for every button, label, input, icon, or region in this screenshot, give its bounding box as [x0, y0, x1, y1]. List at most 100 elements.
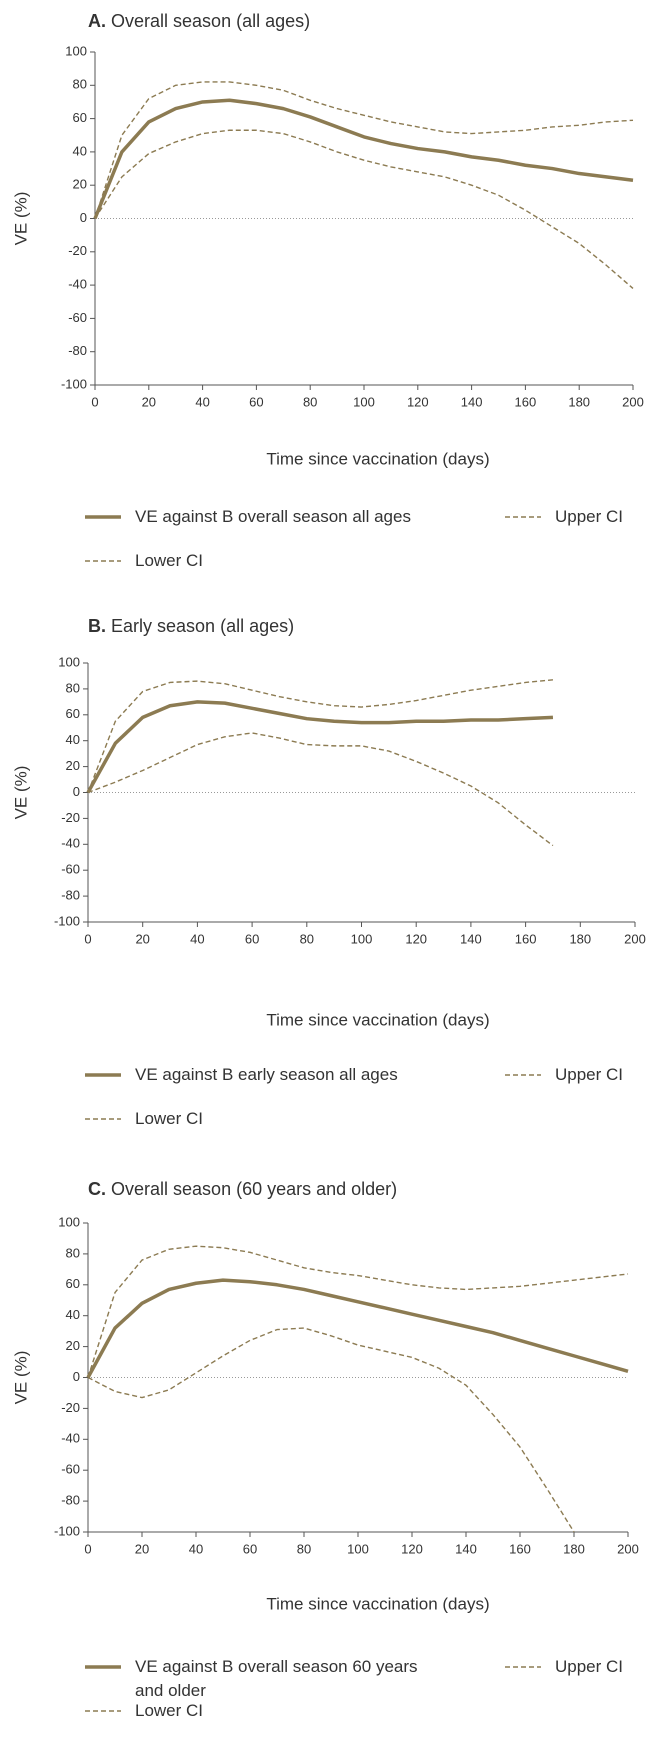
x-tick-label: 120 — [407, 394, 429, 409]
x-tick-label: 0 — [84, 1541, 91, 1556]
x-tick-label: 20 — [135, 1541, 149, 1556]
ci-line — [94, 129, 634, 289]
y-tick-label: -100 — [61, 376, 87, 391]
x-tick-label: 140 — [455, 1541, 477, 1556]
y-tick-label: -80 — [68, 343, 87, 358]
x-tick-label: 100 — [347, 1541, 369, 1556]
x-tick-label: 40 — [195, 394, 209, 409]
y-tick-label: -60 — [61, 1462, 80, 1477]
x-tick-label: 100 — [351, 931, 373, 946]
chart: B. Early season (all ages) -100 -80 -60 -40 -… — [11, 616, 646, 1030]
y-tick-label: -60 — [61, 862, 80, 877]
x-axis-label: Time since vaccination (days) — [266, 449, 489, 468]
legend-item: Upper CI — [505, 505, 623, 529]
y-tick-label: 100 — [58, 654, 80, 669]
y-tick-label: -100 — [54, 1523, 80, 1538]
chart-panel: C. Overall season (60 years and older) -1… — [0, 1168, 652, 1735]
y-tick-label: -100 — [54, 913, 80, 928]
chart-title: A. Overall season (all ages) — [88, 11, 310, 31]
y-tick-label: 40 — [66, 1307, 80, 1322]
y-tick-label: 0 — [73, 784, 80, 799]
legend-label: VE against B overall season 60 years and… — [135, 1657, 418, 1700]
x-tick-label: 80 — [297, 1541, 311, 1556]
x-tick-label: 20 — [142, 394, 156, 409]
y-tick-label: 60 — [66, 1276, 80, 1291]
x-tick-label: 200 — [624, 931, 646, 946]
ci-line — [87, 732, 554, 847]
x-tick-label: 40 — [189, 1541, 203, 1556]
y-tick-label: 20 — [73, 177, 87, 192]
legend-item: Upper CI — [505, 1655, 623, 1679]
x-tick-label: 180 — [568, 394, 590, 409]
title-text: Overall season (60 years and older) — [111, 1179, 397, 1199]
x-tick-label: 80 — [303, 394, 317, 409]
chart: A. Overall season (all ages) -100 -80 -60 -4… — [11, 11, 643, 469]
chart-title: B. Early season (all ages) — [88, 616, 294, 636]
panel-label: A. — [88, 11, 106, 31]
y-tick-label: 0 — [73, 1369, 80, 1384]
ve-line — [86, 1278, 629, 1379]
panel-label: B. — [88, 616, 106, 636]
x-tick-label: 180 — [569, 931, 591, 946]
legend-label: Lower CI — [135, 551, 204, 570]
x-tick-label: 60 — [249, 394, 263, 409]
y-tick-label: -40 — [61, 836, 80, 851]
y-tick-label: 60 — [73, 110, 87, 125]
ci-line — [87, 1245, 629, 1378]
x-tick-label: 200 — [617, 1541, 639, 1556]
x-tick-label: 60 — [243, 1541, 257, 1556]
y-tick-label: 0 — [80, 210, 87, 225]
y-tick-label: 60 — [66, 706, 80, 721]
y-tick-label: 20 — [66, 1338, 80, 1353]
legend-swatch — [85, 1118, 121, 1120]
legend-item: VE against B overall season all ages — [85, 505, 411, 529]
x-tick-label: 160 — [515, 394, 537, 409]
legend-item: Lower CI — [85, 1107, 203, 1131]
x-axis-label: Time since vaccination (days) — [266, 1594, 489, 1613]
x-tick-label: 20 — [135, 931, 149, 946]
x-tick-label: 0 — [84, 931, 91, 946]
legend-swatch — [85, 515, 121, 519]
legend-label: Lower CI — [135, 1701, 204, 1720]
legend-label: Lower CI — [135, 1109, 204, 1128]
y-tick-label: -80 — [61, 888, 80, 903]
y-tick-label: 80 — [66, 680, 80, 695]
chart: C. Overall season (60 years and older) -1… — [11, 1179, 639, 1614]
ci-line — [87, 1327, 575, 1533]
y-tick-label: 40 — [73, 143, 87, 158]
x-tick-label: 80 — [300, 931, 314, 946]
y-tick-label: -40 — [61, 1431, 80, 1446]
x-tick-label: 100 — [353, 394, 375, 409]
x-tick-label: 160 — [509, 1541, 531, 1556]
y-tick-label: 20 — [66, 758, 80, 773]
x-tick-label: 0 — [91, 394, 98, 409]
y-tick-label: 100 — [58, 1214, 80, 1229]
x-tick-label: 140 — [461, 394, 483, 409]
y-axis-label: VE (%) — [11, 1351, 30, 1405]
legend-item: Lower CI — [85, 549, 203, 573]
panel-label: C. — [88, 1179, 106, 1199]
y-tick-label: -20 — [61, 810, 80, 825]
y-tick-label: 40 — [66, 732, 80, 747]
legend-swatch — [505, 1074, 541, 1076]
y-tick-label: 80 — [66, 1245, 80, 1260]
x-tick-label: 140 — [460, 931, 482, 946]
legend-item: VE against B early season all ages — [85, 1063, 398, 1087]
title-text: Early season (all ages) — [111, 616, 294, 636]
y-tick-label: 80 — [73, 77, 87, 92]
legend-item: VE against B overall season 60 years and… — [85, 1655, 435, 1703]
legend-label: Upper CI — [555, 507, 624, 526]
ve-line — [86, 700, 554, 794]
ve-line — [93, 98, 634, 220]
chart-panel: A. Overall season (all ages) -100 -80 -60 -4… — [0, 0, 652, 585]
x-tick-label: 60 — [245, 931, 259, 946]
legend-swatch — [505, 516, 541, 518]
y-axis-label: VE (%) — [11, 192, 30, 246]
legend-swatch — [85, 560, 121, 562]
x-tick-label: 40 — [190, 931, 204, 946]
legend-swatch — [85, 1073, 121, 1077]
y-tick-label: -60 — [68, 310, 87, 325]
y-axis-label: VE (%) — [11, 766, 30, 820]
legend-label: Upper CI — [555, 1657, 624, 1676]
y-tick-label: -80 — [61, 1493, 80, 1508]
